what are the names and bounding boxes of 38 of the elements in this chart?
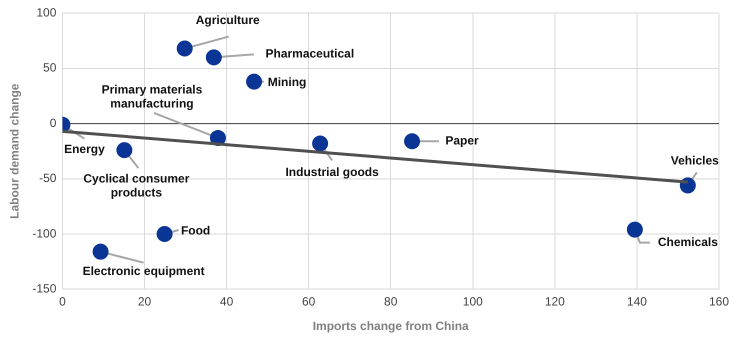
x-tick-label: 60 — [302, 294, 316, 309]
annotation: Food — [180, 223, 210, 238]
y-tick-label: -50 — [39, 171, 57, 186]
y-axis-title: Labour demand change — [8, 83, 22, 219]
y-tick-label: 0 — [50, 116, 57, 130]
x-tick-label: 100 — [462, 294, 484, 309]
x-tick-label: 0 — [59, 294, 66, 309]
x-tick-label: 80 — [384, 294, 398, 309]
point — [156, 226, 173, 242]
x-tick-label: 160 — [708, 294, 730, 309]
point — [116, 142, 132, 158]
annotation: Pharmaceutical — [265, 46, 354, 61]
annotation: Mining — [268, 74, 306, 89]
annotation: Energy — [64, 142, 106, 156]
annotation: Vehicles — [670, 154, 720, 168]
annotation: Paper — [445, 134, 480, 148]
point — [92, 244, 109, 260]
annotation: Cyclical consumer products — [83, 171, 190, 200]
x-tick-label: 40 — [220, 294, 234, 309]
point — [404, 133, 420, 150]
x-tick-label: 20 — [138, 294, 152, 309]
point — [176, 40, 193, 57]
x-axis-title: Imports change from China — [312, 319, 470, 334]
point — [626, 222, 643, 238]
y-tick-label: -150 — [32, 282, 57, 296]
y-tick-label: 50 — [43, 60, 57, 75]
annotation: Primary materials manufacturing — [102, 82, 203, 110]
annotation: Industrial goods — [285, 164, 380, 179]
x-tick-label: 140 — [626, 294, 648, 309]
point — [206, 49, 222, 66]
y-tick-label: -100 — [32, 226, 57, 240]
annotation: Agriculture — [196, 12, 260, 27]
annotation: Chemicals — [658, 234, 718, 249]
annotation: Electronic equipment — [82, 264, 205, 278]
point — [312, 135, 328, 152]
x-tick-label: 120 — [544, 294, 566, 309]
y-tick-label: 100 — [36, 6, 57, 20]
point — [246, 74, 262, 90]
